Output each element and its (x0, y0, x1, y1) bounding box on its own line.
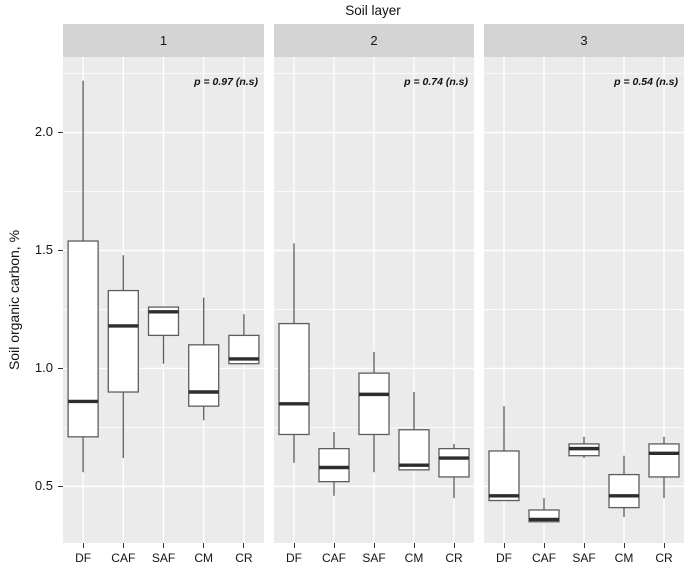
facet-strip-1: 1 (63, 24, 264, 57)
box-saf (568, 436, 600, 459)
iqr-box (398, 429, 430, 471)
x-tick-mark (163, 543, 164, 548)
x-tick-mark (503, 543, 505, 548)
x-tick-mark (663, 543, 665, 548)
box-cm (188, 297, 220, 421)
box-cm (398, 392, 430, 471)
box-caf (107, 255, 139, 459)
iqr-box (278, 322, 310, 436)
x-tick-label: CAF (532, 551, 556, 565)
iqr-box (648, 443, 680, 478)
box-cr (438, 443, 470, 499)
box-cr (228, 314, 260, 365)
y-tick-mark (58, 249, 63, 251)
iqr-box (318, 447, 350, 483)
y-tick-mark (58, 485, 63, 487)
box-caf (318, 432, 350, 496)
boxplot-canvas-1 (63, 57, 264, 543)
y-tick-label: 2.0 (34, 124, 53, 140)
x-tick-label: CAF (322, 551, 346, 565)
iqr-box (107, 289, 139, 393)
x-tick-label: SAF (572, 551, 596, 565)
y-tick-mark (58, 131, 63, 133)
x-tick-label: CR (445, 551, 463, 565)
x-tick-label: SAF (362, 551, 386, 565)
x-tick-mark (243, 543, 245, 548)
y-tick-mark (58, 367, 63, 369)
x-tick-label: DF (496, 551, 512, 565)
x-tick-label: CM (194, 551, 214, 565)
iqr-box (188, 344, 220, 407)
box-cm (608, 455, 640, 518)
p-value-annotation-2: p = 0.74 (n.s) (404, 76, 468, 88)
iqr-box (528, 509, 560, 523)
box-caf (528, 498, 560, 523)
y-tick-label: 0.5 (34, 478, 53, 494)
facet-panel-2: p = 0.74 (n.s) (274, 57, 474, 543)
x-tick-mark (623, 543, 625, 548)
x-tick-label: DF (286, 551, 302, 565)
x-tick-mark (333, 543, 335, 548)
iqr-box (488, 450, 520, 502)
facet-panel-3: p = 0.54 (n.s) (484, 57, 684, 543)
y-tick-label: 1.5 (34, 242, 53, 258)
box-saf (147, 306, 180, 364)
box-saf (358, 351, 390, 473)
x-tick-label: CM (404, 551, 424, 565)
x-tick-label: CR (235, 551, 253, 565)
iqr-box (438, 447, 470, 478)
p-value-annotation-3: p = 0.54 (n.s) (614, 76, 678, 88)
iqr-box (67, 240, 99, 438)
x-tick-mark (293, 543, 295, 548)
box-df (278, 243, 310, 463)
x-tick-mark (373, 543, 375, 548)
box-df (67, 80, 99, 473)
facet-panel-1: p = 0.97 (n.s) (63, 57, 264, 543)
facet-strip-2: 2 (274, 24, 474, 57)
x-tick-mark (413, 543, 415, 548)
x-tick-label: CM (614, 551, 634, 565)
chart-title: Soil layer (345, 3, 401, 18)
boxplot-canvas-3 (484, 57, 684, 543)
iqr-box (358, 372, 390, 436)
x-tick-mark (203, 543, 205, 548)
x-tick-mark (583, 543, 585, 548)
x-tick-mark (543, 543, 545, 548)
y-tick-label: 1.0 (34, 360, 53, 376)
x-tick-mark (82, 543, 84, 548)
p-value-annotation-1: p = 0.97 (n.s) (194, 76, 258, 88)
x-tick-label: DF (75, 551, 92, 565)
x-tick-label: SAF (151, 551, 176, 565)
x-tick-label: CAF (111, 551, 136, 565)
x-tick-mark (453, 543, 455, 548)
x-tick-mark (122, 543, 124, 548)
iqr-box (608, 473, 640, 509)
box-cr (648, 436, 680, 499)
x-tick-label: CR (655, 551, 673, 565)
facet-strip-3: 3 (484, 24, 684, 57)
box-df (488, 406, 520, 502)
boxplot-canvas-2 (274, 57, 474, 543)
